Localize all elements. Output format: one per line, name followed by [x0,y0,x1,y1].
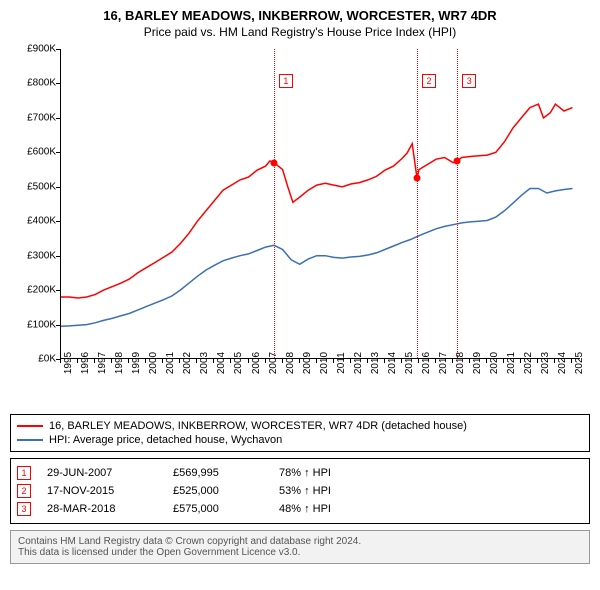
row-price: £575,000 [173,503,263,515]
table-row: 2 17-NOV-2015 £525,000 53% ↑ HPI [17,482,583,500]
row-marker: 3 [17,502,31,516]
x-tick-label: 2009 [302,352,313,374]
x-tick-label: 2002 [182,352,193,374]
y-tick-label: £300K [10,250,56,261]
x-tick-label: 2005 [233,352,244,374]
x-tick-label: 2025 [574,352,585,374]
legend: 16, BARLEY MEADOWS, INKBERROW, WORCESTER… [10,414,590,452]
row-price: £525,000 [173,485,263,497]
price-chart: 1 2 3 £0K £100K £200K £300K £400K £500K £600K £70… [10,45,590,410]
series-hpi [61,189,573,327]
title-block: 16, BARLEY MEADOWS, INKBERROW, WORCESTER… [10,8,590,39]
x-tick-label: 1996 [80,352,91,374]
x-tick-label: 2018 [455,352,466,374]
x-tick-label: 2006 [251,352,262,374]
legend-label: HPI: Average price, detached house, Wych… [49,434,282,446]
x-tick-label: 2004 [216,352,227,374]
legend-label: 16, BARLEY MEADOWS, INKBERROW, WORCESTER… [49,420,467,432]
row-marker: 2 [17,484,31,498]
page: 16, BARLEY MEADOWS, INKBERROW, WORCESTER… [0,0,600,574]
legend-item: 16, BARLEY MEADOWS, INKBERROW, WORCESTER… [17,419,583,433]
x-tick-label: 2016 [421,352,432,374]
event-marker-box: 3 [462,74,476,88]
x-tick-label: 2015 [404,352,415,374]
row-date: 29-JUN-2007 [47,467,157,479]
x-tick-label: 2021 [506,352,517,374]
footer-line: Contains HM Land Registry data © Crown c… [18,536,582,547]
y-tick-label: £100K [10,319,56,330]
x-tick-label: 2019 [472,352,483,374]
table-row: 1 29-JUN-2007 £569,995 78% ↑ HPI [17,464,583,482]
x-tick-label: 2017 [438,352,449,374]
event-marker-box: 1 [279,74,293,88]
x-tick-label: 1995 [63,352,74,374]
event-dot [270,159,277,166]
x-tick-label: 2011 [336,352,347,374]
chart-svg [61,49,581,359]
row-pct: 78% ↑ HPI [279,467,331,479]
y-tick-label: £200K [10,285,56,296]
y-tick-label: £600K [10,147,56,158]
row-pct: 53% ↑ HPI [279,485,331,497]
attribution-footer: Contains HM Land Registry data © Crown c… [10,530,590,564]
x-tick-label: 1997 [97,352,108,374]
event-marker-box: 2 [422,74,436,88]
row-pct: 48% ↑ HPI [279,503,331,515]
table-row: 3 28-MAR-2018 £575,000 48% ↑ HPI [17,500,583,518]
y-tick-label: £900K [10,44,56,55]
legend-swatch [17,439,43,441]
x-tick-label: 2003 [199,352,210,374]
title-address: 16, BARLEY MEADOWS, INKBERROW, WORCESTER… [10,8,590,23]
x-tick-label: 2012 [353,352,364,374]
plot-area: 1 2 3 [60,49,580,359]
event-vline [417,49,418,358]
y-tick-label: £400K [10,216,56,227]
event-vline [274,49,275,358]
series-property [61,104,573,298]
x-tick-label: 2020 [489,352,500,374]
x-tick-label: 1998 [114,352,125,374]
event-dot [454,157,461,164]
x-tick-label: 2008 [285,352,296,374]
row-date: 28-MAR-2018 [47,503,157,515]
legend-swatch [17,425,43,427]
y-tick-label: £800K [10,78,56,89]
x-tick-label: 2014 [387,352,398,374]
row-marker: 1 [17,466,31,480]
row-price: £569,995 [173,467,263,479]
transaction-table: 1 29-JUN-2007 £569,995 78% ↑ HPI 2 17-NOV-201… [10,458,590,524]
footer-line: This data is licensed under the Open Gov… [18,547,582,558]
x-tick-label: 2007 [268,352,279,374]
x-tick-label: 2013 [370,352,381,374]
x-tick-label: 2022 [523,352,534,374]
legend-item: HPI: Average price, detached house, Wych… [17,433,583,447]
x-tick-label: 2001 [165,352,176,374]
row-date: 17-NOV-2015 [47,485,157,497]
x-tick-label: 2000 [148,352,159,374]
y-tick-label: £500K [10,181,56,192]
x-tick-label: 2024 [557,352,568,374]
x-tick-label: 2023 [540,352,551,374]
title-subtitle: Price paid vs. HM Land Registry's House … [10,25,590,39]
event-dot [413,175,420,182]
event-vline [457,49,458,358]
x-tick-label: 2010 [319,352,330,374]
x-tick-label: 1999 [131,352,142,374]
y-tick-label: £700K [10,112,56,123]
y-tick-label: £0K [10,354,56,365]
